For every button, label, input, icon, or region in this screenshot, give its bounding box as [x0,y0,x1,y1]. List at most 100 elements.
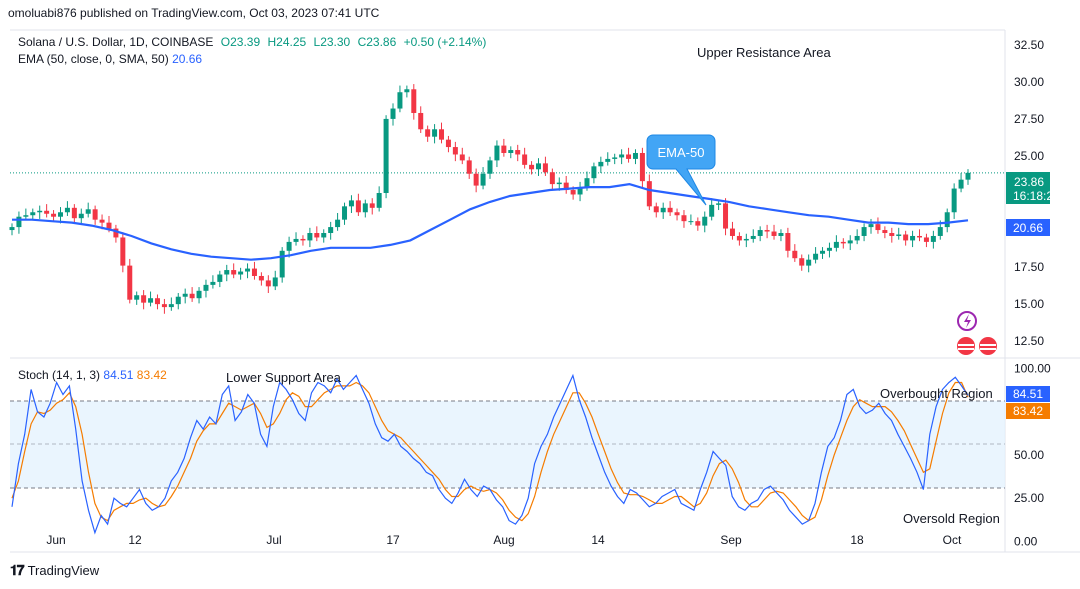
stoch-d-value: 83.42 [136,368,167,382]
candle-body [917,235,923,238]
candle-body [591,166,597,179]
ema-value: 20.66 [172,52,203,66]
candle-body [307,233,313,241]
candle-body [161,304,167,308]
candle-body [757,230,763,236]
candle-body [799,258,805,266]
candle-body [134,295,140,300]
candle-body [487,160,493,174]
candle-body [459,154,465,161]
candle-body [653,206,659,213]
flag-icon[interactable] [957,337,975,355]
candle-body [452,147,458,155]
ema-legend: EMA (50, close, 0, SMA, 50) 20.66 [18,52,202,66]
candle-body [501,145,507,153]
candle-body [480,173,486,186]
candle-body [16,216,22,228]
flag-icon[interactable] [979,337,997,355]
upper-resistance-label: Upper Resistance Area [697,45,831,60]
candle-body [896,234,902,236]
candle-body [418,112,424,130]
candle-body [175,296,181,305]
time-tick-label: 12 [128,533,142,547]
candle-body [397,92,403,109]
open-value: O23.39 [220,35,261,49]
lightning-icon[interactable] [957,311,977,331]
price-tick-label: 15.00 [1014,297,1044,311]
candle-body [9,227,15,231]
candle-body [92,209,98,220]
candle-body [508,150,514,153]
candle-body [626,154,632,159]
candle-body [44,210,50,214]
candle-body [224,270,230,275]
candle-body [432,129,438,137]
candle-body [868,224,874,228]
time-tick-label: Aug [493,533,514,547]
time-tick-label: Oct [943,533,962,547]
candle-body [279,250,285,278]
stoch-k-badge: 84.51 [1006,386,1050,402]
candle-body [494,145,500,161]
candle-body [951,188,957,213]
candle-body [826,247,832,251]
candle-body [286,241,292,251]
high-value: H24.25 [267,35,307,49]
candle-body [321,233,327,238]
candle-body [411,89,417,113]
candle-body [820,250,826,254]
candle-body [30,212,36,216]
candle-body [709,204,715,217]
time-tick-label: Jun [46,533,65,547]
overbought-label: Overbought Region [880,386,993,401]
ema-line [12,182,969,261]
candle-body [466,160,472,174]
candle-body [736,235,742,241]
price-tick-label: 32.50 [1014,38,1044,52]
candle-body [314,233,320,238]
candle-body [688,221,694,223]
candle-body [840,241,846,244]
candle-body [723,203,729,229]
candle-body [882,230,888,234]
symbol-legend: Solana / U.S. Dollar, 1D, COINBASE O23.3… [18,35,490,49]
candle-body [293,238,299,242]
candle-body [71,207,77,219]
candle-body [563,182,569,191]
candle-body [383,118,389,193]
candle-body [937,227,943,236]
candle-body [23,215,29,217]
candle-body [771,231,777,236]
candle-body [764,230,770,232]
stoch-k-value: 84.51 [103,368,134,382]
candle-body [619,154,625,158]
stoch-tick-label: 100.00 [1014,362,1051,376]
candle-body [342,206,348,220]
tradingview-logo-icon: 𝟏𝟕 [10,562,25,578]
close-value: C23.86 [357,35,397,49]
candle-body [355,200,361,213]
time-tick-label: 14 [591,533,605,547]
candle-body [542,163,548,173]
oversold-label: Oversold Region [903,511,1000,526]
candle-body [85,209,91,214]
candle-body [958,179,964,189]
stoch-d-badge: 83.42 [1006,403,1050,419]
candle-body [598,161,604,167]
candle-body [272,277,278,287]
candle-body [57,212,63,217]
stoch-legend: Stoch (14, 1, 3) 84.51 83.42 [18,368,167,382]
candle-body [265,280,271,287]
candle-body [473,173,479,186]
ema-badge: 20.66 [1006,219,1050,236]
candle-body [854,235,860,241]
candle-body [445,139,451,148]
candle-body [944,212,950,228]
candle-body [37,210,43,213]
candle-body [729,228,735,236]
candle-body [64,207,70,213]
tradingview-footer[interactable]: 𝟏𝟕 TradingView [10,562,99,579]
candle-body [425,129,431,137]
candle-body [875,224,881,231]
